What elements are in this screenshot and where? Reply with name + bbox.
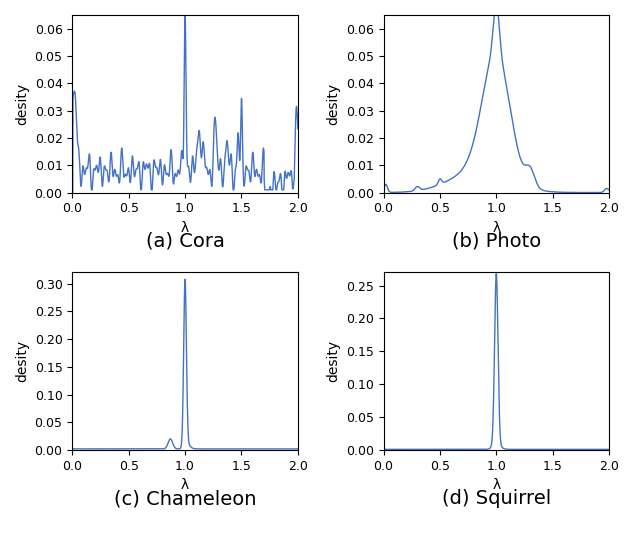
Text: (d) Squirrel: (d) Squirrel: [442, 489, 551, 508]
Text: (a) Cora: (a) Cora: [146, 232, 224, 251]
X-axis label: λ: λ: [492, 478, 500, 492]
Y-axis label: desity: desity: [327, 83, 340, 125]
X-axis label: λ: λ: [181, 221, 189, 235]
Y-axis label: desity: desity: [15, 83, 29, 125]
Y-axis label: desity: desity: [327, 340, 340, 382]
X-axis label: λ: λ: [181, 478, 189, 492]
Text: (b) Photo: (b) Photo: [451, 232, 541, 251]
Y-axis label: desity: desity: [15, 340, 29, 382]
X-axis label: λ: λ: [492, 221, 500, 235]
Text: (c) Chameleon: (c) Chameleon: [113, 489, 256, 508]
